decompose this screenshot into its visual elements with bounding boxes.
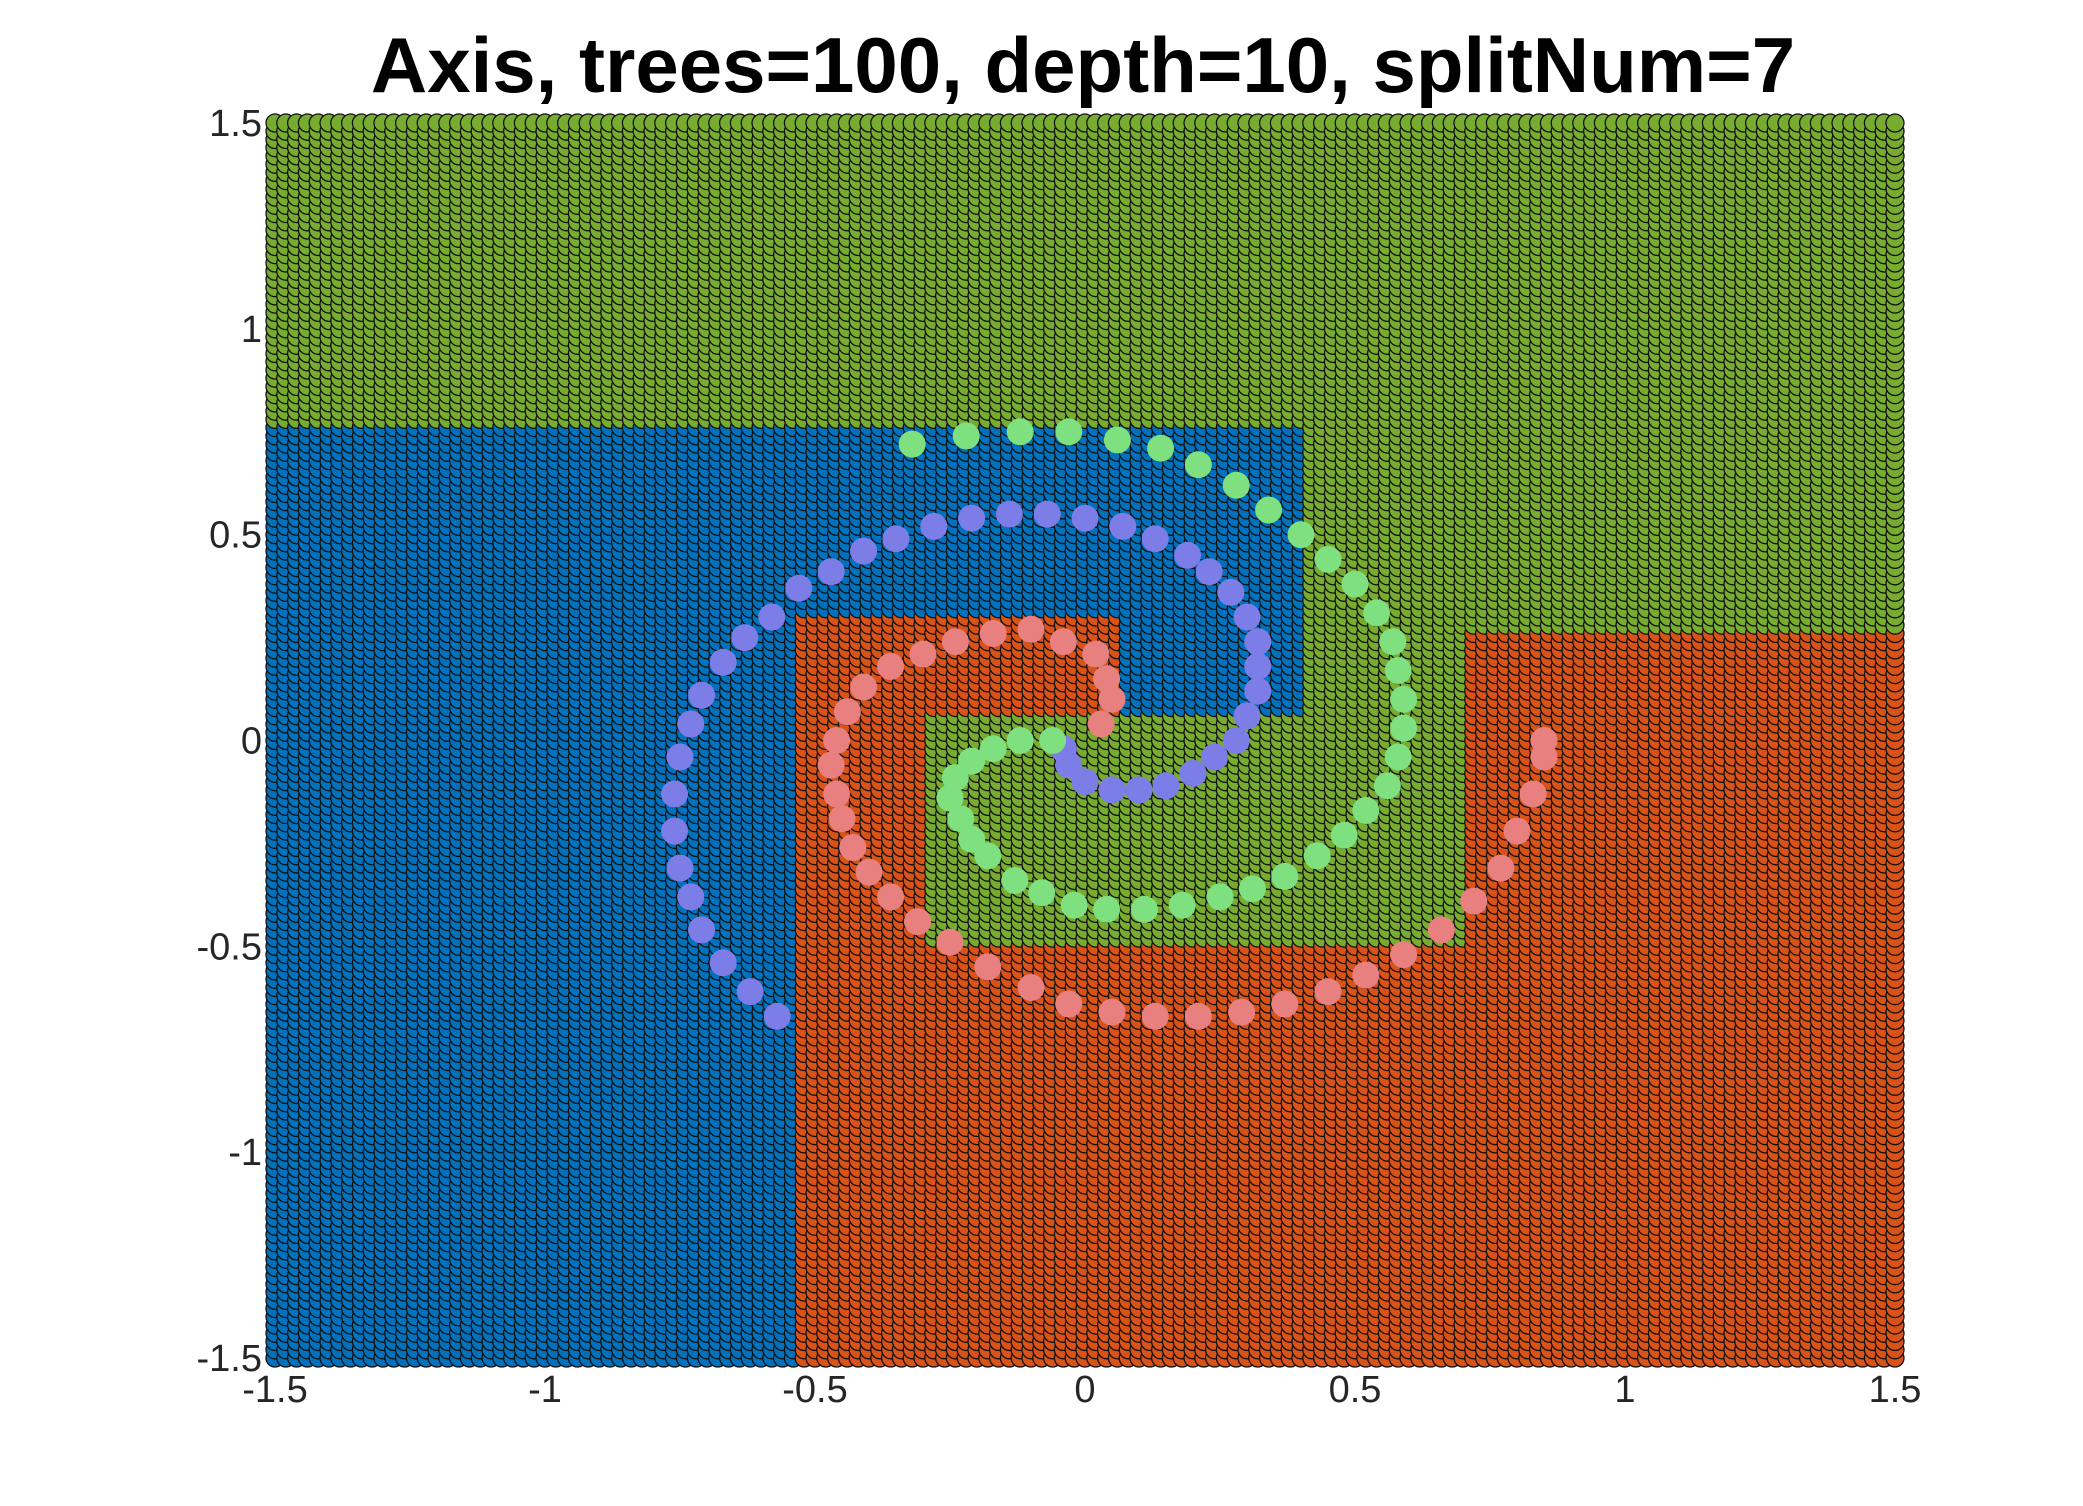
chart-title: Axis, trees=100, depth=10, splitNum=7 [371,21,1795,109]
decision-region-grid [265,113,1905,1368]
